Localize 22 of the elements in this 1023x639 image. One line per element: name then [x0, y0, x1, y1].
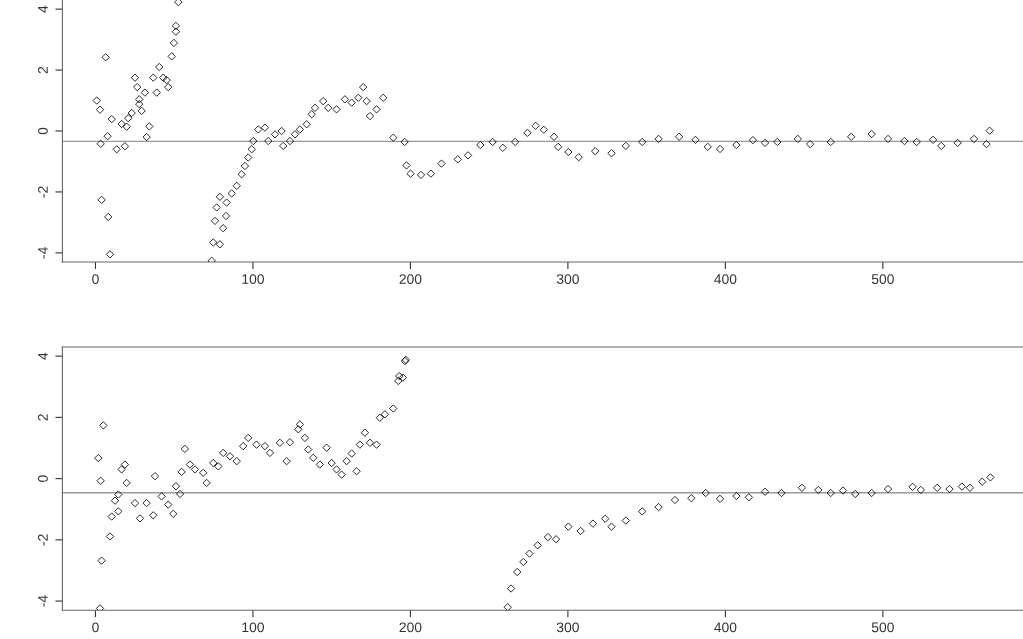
x-tick-label: 100: [242, 274, 264, 284]
y-tick-label: 4: [38, 5, 48, 13]
y-tick-label: 2: [38, 66, 48, 74]
y-tick-label: 0: [38, 127, 48, 135]
x-tick-label: 0: [92, 622, 99, 633]
y-tick-label: 0: [38, 475, 48, 482]
x-tick-label: 0: [92, 274, 99, 284]
x-tick-label: 300: [556, 274, 579, 284]
x-tick-label: 400: [714, 274, 737, 284]
x-tick-label: 400: [714, 622, 737, 633]
x-tick-label: 300: [556, 622, 579, 633]
y-tick-label: 2: [38, 414, 48, 421]
x-tick-label: 200: [399, 622, 422, 633]
x-tick-label: 500: [871, 622, 894, 633]
y-tick-label: -2: [38, 534, 48, 546]
y-tick-label: 4: [38, 352, 48, 360]
y-tick-label: -4: [38, 247, 48, 259]
y-tick-label: -4: [38, 595, 48, 607]
y-tick-label: -2: [38, 186, 48, 198]
x-tick-label: 200: [399, 274, 422, 284]
x-tick-label: 100: [242, 622, 264, 633]
x-tick-label: 500: [871, 274, 894, 284]
